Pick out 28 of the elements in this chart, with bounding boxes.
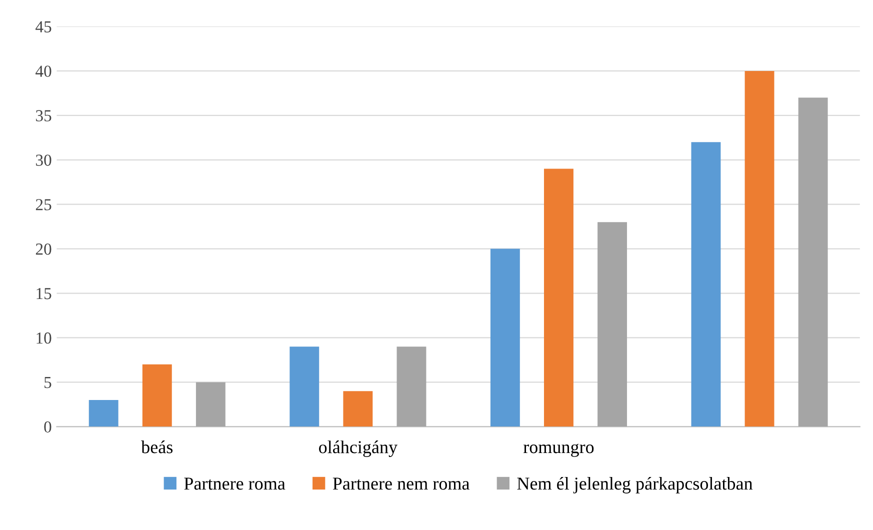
legend-label: Partnere roma [184, 478, 286, 490]
y-tick-label: 20 [36, 244, 52, 255]
legend-label: Nem él jelenleg párkapcsolatban [517, 476, 753, 494]
bar [798, 98, 828, 427]
y-tick-label: 10 [36, 332, 52, 344]
bar [196, 382, 226, 427]
bar [396, 346, 426, 427]
bar [744, 70, 774, 427]
bar [598, 222, 627, 427]
bar [343, 391, 373, 427]
y-tick-label: 5 [44, 377, 52, 388]
y-tick-label: 45 [36, 21, 52, 32]
bar [691, 142, 721, 427]
y-tick-label: 0 [44, 421, 52, 433]
x-tick-label: romungro [523, 444, 594, 457]
y-tick-label: 35 [36, 110, 52, 122]
bar [544, 168, 574, 427]
y-tick-label: 40 [36, 66, 52, 77]
x-tick-label: beás [141, 440, 173, 454]
y-tick-label: 25 [36, 199, 52, 210]
x-tick-label: oláhcigány [319, 440, 398, 457]
bar [88, 400, 118, 427]
bar [490, 248, 520, 427]
bar [290, 346, 320, 427]
y-tick-label: 30 [36, 154, 52, 166]
y-tick-label: 15 [36, 288, 52, 300]
bar [142, 364, 172, 427]
legend-label: Partnere nem roma [332, 478, 470, 490]
